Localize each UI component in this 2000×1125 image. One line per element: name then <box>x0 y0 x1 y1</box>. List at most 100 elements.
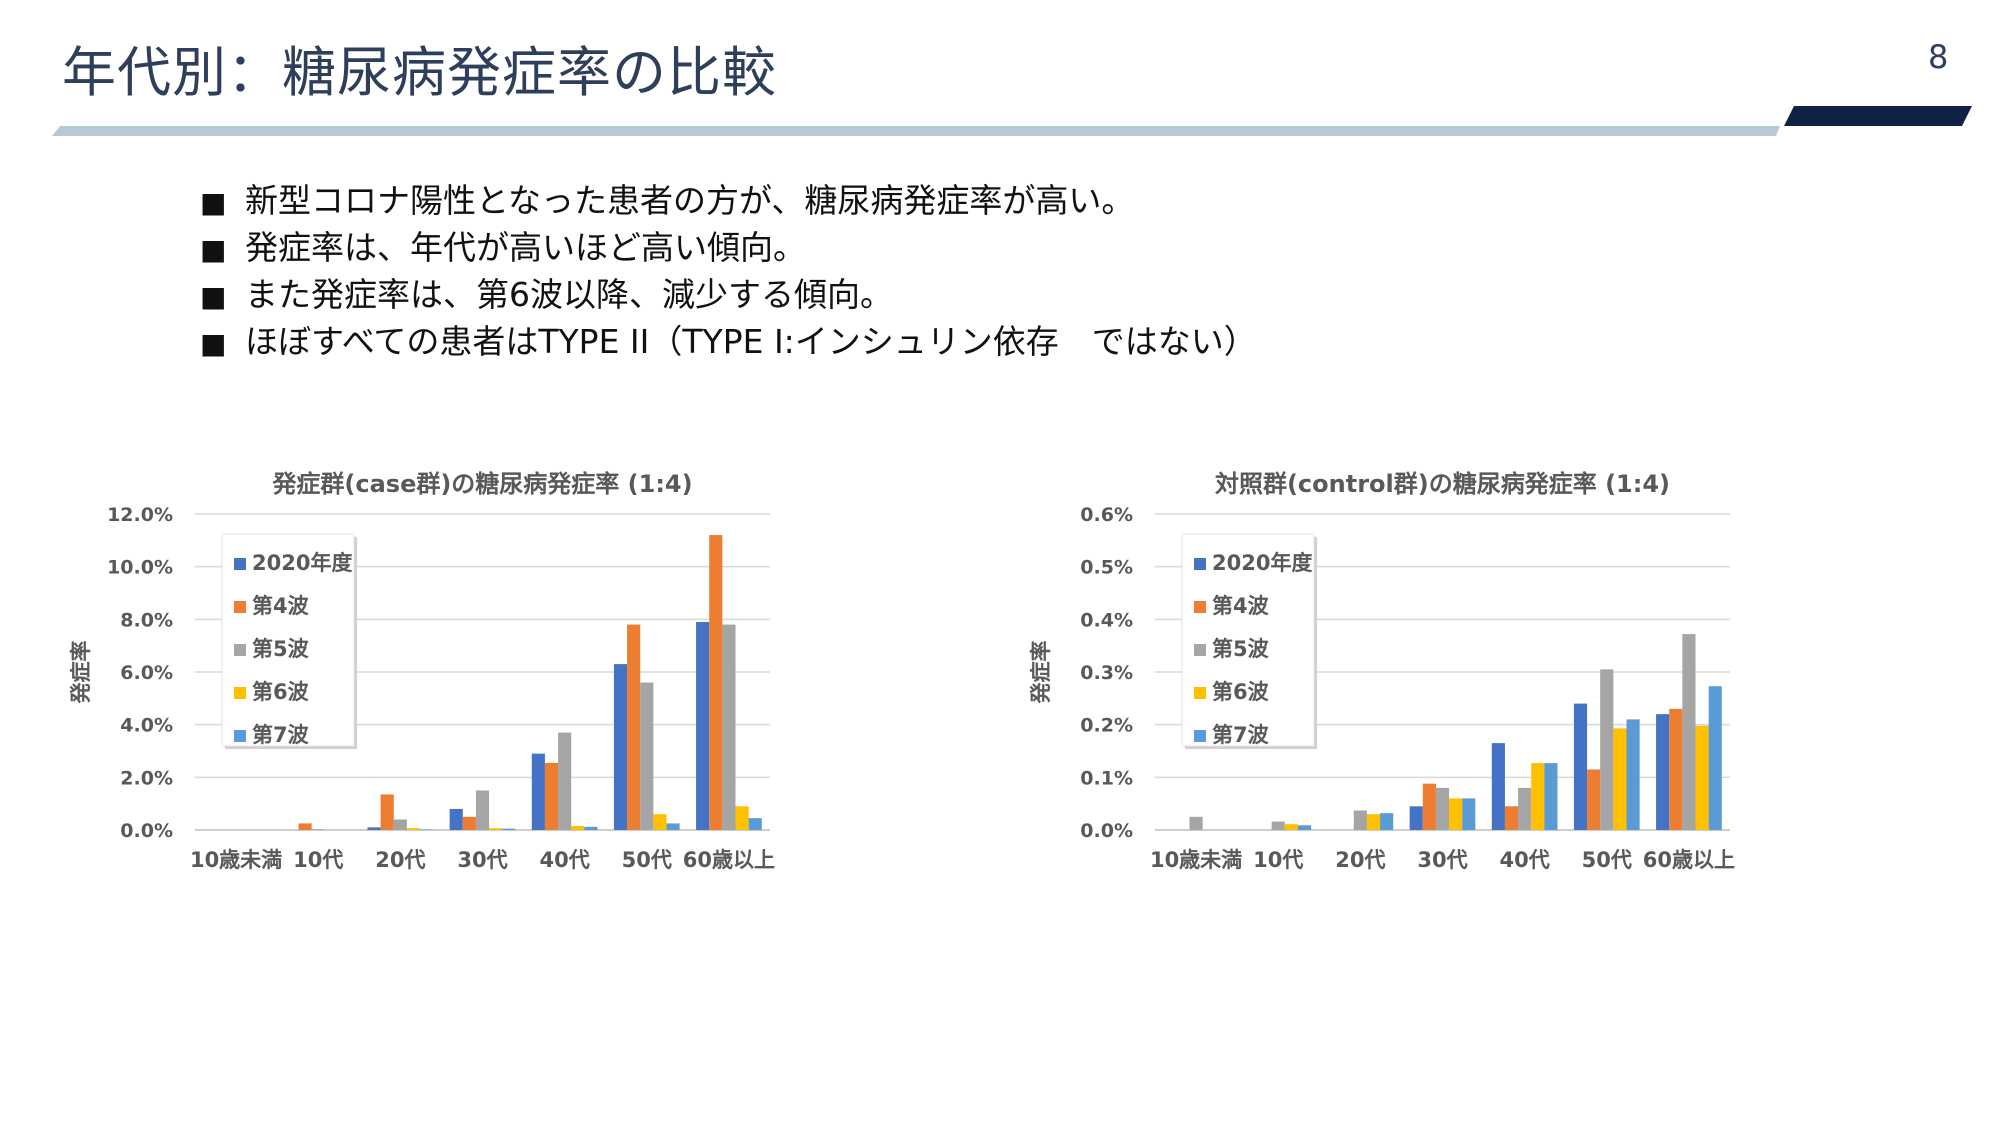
bar <box>420 829 434 830</box>
bar <box>571 826 585 830</box>
legend-label: 2020年度 <box>1212 551 1312 575</box>
bullet-square-icon: ■ <box>200 233 227 266</box>
legend-swatch <box>1194 730 1206 742</box>
x-tick-label: 60歳以上 <box>683 848 775 872</box>
x-tick-label: 10歳未満 <box>1150 848 1242 872</box>
y-tick-label: 0.3% <box>1080 662 1133 684</box>
bar <box>1422 783 1436 830</box>
bar <box>1531 763 1545 830</box>
x-tick-label: 50代 <box>622 848 672 872</box>
control-group-chart: 対照群(control群)の糖尿病発症率 (1:4) 発症率 0.0% 0.1% 0.2… <box>1000 462 1960 1022</box>
y-tick-label: 12.0% <box>107 504 173 526</box>
bar <box>1409 806 1423 830</box>
chart-title: 発症群(case群)の糖尿病発症率 (1:4) <box>271 470 692 498</box>
legend-label: 第5波 <box>1212 637 1270 661</box>
y-tick-label: 0.5% <box>1080 557 1133 579</box>
legend-label: 第4波 <box>252 594 310 618</box>
legend-label: 第7波 <box>252 723 310 747</box>
bar <box>502 828 516 830</box>
bar <box>380 794 394 830</box>
x-tick-label: 40代 <box>1500 848 1550 872</box>
bar <box>1435 787 1450 830</box>
bullet-text: また発症率は、第6波以降、減少する傾向。 <box>245 275 893 314</box>
bar <box>462 816 476 830</box>
bar <box>1353 810 1367 830</box>
legend-swatch <box>1194 644 1206 656</box>
bar <box>1504 806 1519 830</box>
x-tick-label: 40代 <box>540 848 590 872</box>
case-group-chart-svg: 発症群(case群)の糖尿病発症率 (1:4) 発症率 0.0% 2.0% 4.0% 6.… <box>69 470 775 872</box>
bar <box>666 823 680 830</box>
bar <box>393 819 407 830</box>
y-tick-label: 0.0% <box>120 820 173 842</box>
legend-label: 第4波 <box>1212 594 1270 618</box>
bullet-square-icon: ■ <box>200 186 227 219</box>
bullet-item: ■ ほぼすべての患者はTYPE II（TYPE I:インシュリン依存 ではない） <box>200 319 1257 366</box>
bar <box>653 814 667 830</box>
x-tick-label: 30代 <box>457 848 507 872</box>
bar <box>1573 703 1588 830</box>
bar <box>406 828 421 830</box>
y-tick-label: 10.0% <box>107 557 173 579</box>
page-number: 8 <box>1928 38 1949 76</box>
slide-title: 年代別：糖尿病発症率の比較 <box>62 41 777 104</box>
bar <box>1626 719 1640 830</box>
bar <box>627 624 641 830</box>
legend-swatch <box>234 644 246 656</box>
y-tick-label: 0.4% <box>1080 609 1133 631</box>
legend-swatch <box>1194 687 1206 699</box>
bar <box>1462 798 1476 830</box>
x-tick-label: 60歳以上 <box>1643 848 1735 872</box>
legend-swatch <box>234 558 246 570</box>
bar <box>1491 743 1505 830</box>
bar <box>544 762 559 830</box>
bar <box>1587 769 1601 830</box>
x-tick-label: 10代 <box>1253 848 1303 872</box>
bar <box>696 621 710 830</box>
y-axis-label: 発症率 <box>69 641 93 705</box>
bullet-item: ■ 新型コロナ陽性となった患者の方が、糖尿病発症率が高い。 <box>200 178 1257 225</box>
bar <box>584 826 598 830</box>
title-rule-light <box>52 126 1780 136</box>
title-rule <box>52 106 1972 136</box>
bar <box>1669 708 1683 830</box>
x-tick-label: 50代 <box>1582 848 1632 872</box>
x-tick-label: 30代 <box>1417 848 1467 872</box>
bar <box>311 829 325 830</box>
bar <box>1656 714 1670 830</box>
bar <box>709 535 723 830</box>
y-tick-label: 6.0% <box>120 662 173 684</box>
legend-swatch <box>1194 558 1206 570</box>
y-tick-label: 8.0% <box>120 609 173 631</box>
x-tick-label: 20代 <box>1335 848 1385 872</box>
bullet-text: ほぼすべての患者はTYPE II（TYPE I:インシュリン依存 ではない） <box>245 322 1257 361</box>
legend-swatch <box>234 730 246 742</box>
bar <box>475 790 490 830</box>
bullet-item: ■ また発症率は、第6波以降、減少する傾向。 <box>200 272 1257 319</box>
case-group-chart: 発症群(case群)の糖尿病発症率 (1:4) 発症率 0.0% 2.0% 4.0% 6.… <box>40 462 1000 1022</box>
y-tick-label: 0.2% <box>1080 715 1133 737</box>
legend-swatch <box>1194 601 1206 613</box>
control-group-chart-svg: 対照群(control群)の糖尿病発症率 (1:4) 発症率 0.0% 0.1% 0.2… <box>1029 470 1735 872</box>
bar <box>748 818 762 830</box>
bar <box>1600 669 1614 830</box>
bar <box>1297 825 1312 830</box>
bar <box>722 624 736 830</box>
chart-title: 対照群(control群)の糖尿病発症率 (1:4) <box>1215 470 1670 498</box>
bar <box>1189 816 1203 830</box>
legend-swatch <box>234 687 246 699</box>
legend-label: 2020年度 <box>252 551 352 575</box>
bar <box>1544 763 1558 830</box>
legend-label: 第6波 <box>1212 680 1270 704</box>
legend-swatch <box>234 601 246 613</box>
bullet-item: ■ 発症率は、年代が高いほど高い傾向。 <box>200 225 1257 272</box>
bar <box>1682 634 1696 830</box>
legend-label: 第6波 <box>252 680 310 704</box>
bar <box>735 806 749 830</box>
bar <box>640 682 654 830</box>
bullet-text: 新型コロナ陽性となった患者の方が、糖尿病発症率が高い。 <box>245 181 1135 220</box>
bar <box>1708 686 1722 830</box>
legend-label: 第7波 <box>1212 723 1270 747</box>
